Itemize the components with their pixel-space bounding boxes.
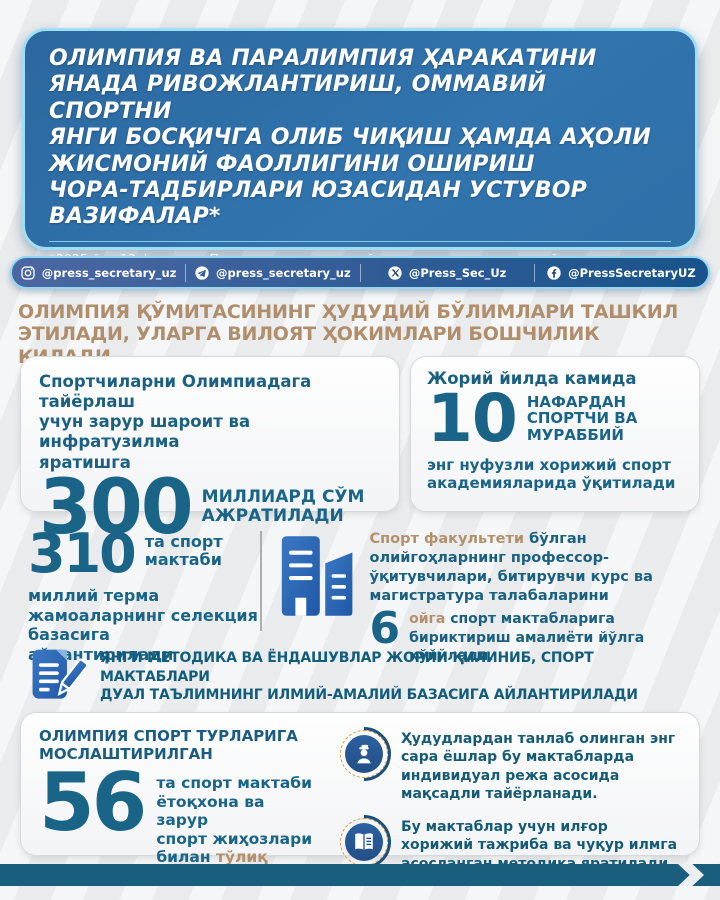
title-divider (49, 240, 671, 242)
selection-left: 310 та спорт мактаби миллий терма жамоал… (28, 522, 260, 665)
stat-tail: энг нуфузли хорижий спорт академияларида… (427, 455, 676, 492)
stat-lead: Жорий йилда камида (427, 369, 637, 388)
title-card: ОЛИМПИЯ ВА ПАРАЛИМПИЯ ҲАРАКАТИНИ ЯНАДА Р… (22, 28, 698, 281)
faculty-paragraph: Спорт факультети бўлган олийгоҳларнинг п… (370, 530, 699, 605)
book-icon (339, 817, 389, 867)
selection-right: Спорт факультети бўлган олийгоҳларнинг п… (370, 528, 699, 665)
instagram-icon (21, 265, 35, 280)
social-bar: @press_secretary_uz @press_secretary_uz … (10, 256, 710, 289)
months-highlight: ойга (409, 611, 446, 628)
document-pencil-icon (28, 646, 89, 708)
boarding-items: Ҳудудлардан танлаб олинган энг сара ёшла… (339, 727, 683, 872)
stat-number-label: та спорт мактаби (144, 532, 223, 570)
stat-number-10: 10 (427, 380, 518, 458)
page-title: ОЛИМПИЯ ВА ПАРАЛИМПИЯ ҲАРАКАТИНИ ЯНАДА Р… (49, 46, 652, 230)
faculty-highlight: Спорт факультети (369, 531, 525, 547)
social-link-instagram[interactable]: @press_secretary_uz (12, 258, 185, 287)
social-handle: @Press_Sec_Uz (408, 265, 507, 280)
months-text: спорт мактабларига бириктириш амалиёти й… (409, 611, 645, 664)
x-icon (388, 265, 402, 280)
stat-cards-row: Спортчиларни Олимпиадага тайёрлаш учун з… (20, 356, 700, 544)
footer-bar (0, 864, 720, 886)
social-handle: @press_secretary_uz (41, 265, 177, 280)
stat-card-infrastructure: Спортчиларни Олимпиадага тайёрлаш учун з… (20, 356, 400, 544)
selection-text: миллий терма жамоаларнинг селекция базас… (28, 586, 258, 664)
stat-lead: Спортчиларни Олимпиадага тайёрлаш учун з… (39, 372, 312, 472)
boarding-left: ОЛИМПИЯ СПОРТ ТУРЛАРИГА МОСЛАШТИРИЛГАН 5… (39, 727, 339, 885)
telegram-icon (195, 265, 209, 280)
social-handle: @PressSecretaryUZ (568, 265, 696, 280)
social-link-telegram[interactable]: @press_secretary_uz (186, 258, 359, 287)
stat-number-56: 56 (39, 756, 147, 849)
buildings-icon (280, 530, 356, 665)
social-link-facebook[interactable]: @PressSecretaryUZ (535, 258, 708, 287)
facebook-icon (547, 265, 561, 280)
social-handle: @press_secretary_uz (216, 265, 351, 280)
vertical-divider (260, 531, 262, 631)
stat-number-label: НАФАРДАН СПОРТЧИ ВА МУРАББИЙ (526, 392, 638, 445)
stat-number-310: 310 (28, 522, 137, 585)
stat-number-6: 6 (369, 603, 401, 655)
selection-section: 310 та спорт мактаби миллий терма жамоал… (28, 522, 699, 665)
methodology-text: ЯНГИ МЕТОДИКА ВА ЁНДАШУВЛАР ЖОРИЙ ҚИЛИНИ… (100, 650, 638, 704)
social-divider (533, 263, 535, 282)
months-paragraph: ойга спорт мактабларига бириктириш амали… (409, 608, 698, 665)
list-item: Ҳудудлардан танлаб олинган энг сара ёшла… (339, 729, 683, 804)
social-divider (359, 263, 361, 282)
section-heading: ОЛИМПИЯ ҚЎМИТАСИНИНГ ҲУДУДИЙ БЎЛИМЛАРИ Т… (18, 301, 679, 368)
stat-number-300: 300 (39, 461, 194, 551)
faculty-text: бўлган олийгоҳларнинг профессор-ўқитувчи… (369, 531, 653, 604)
student-icon (339, 729, 389, 779)
boarding-text-normal: та спорт мактаби ётоқхона ва зарур спорт… (156, 774, 313, 867)
social-divider (185, 263, 187, 282)
boarding-card: ОЛИМПИЯ СПОРТ ТУРЛАРИГА МОСЛАШТИРИЛГАН 5… (20, 712, 700, 885)
methodology-banner: ЯНГИ МЕТОДИКА ВА ЁНДАШУВЛАР ЖОРИЙ ҚИЛИНИ… (28, 646, 698, 708)
social-link-x[interactable]: @Press_Sec_Uz (361, 258, 534, 287)
chevron-right-icon (678, 864, 704, 886)
boarding-heading: ОЛИМПИЯ СПОРТ ТУРЛАРИГА МОСЛАШТИРИЛГАН (39, 727, 298, 763)
stat-number-label: МИЛЛИАРД СЎМ АЖРАТИЛАДИ (201, 486, 365, 526)
list-item-text: Ҳудудлардан танлаб олинган энг сара ёшла… (401, 731, 676, 803)
stat-card-athletes: Жорий йилда камида 10 НАФАРДАН СПОРТЧИ В… (410, 356, 700, 512)
